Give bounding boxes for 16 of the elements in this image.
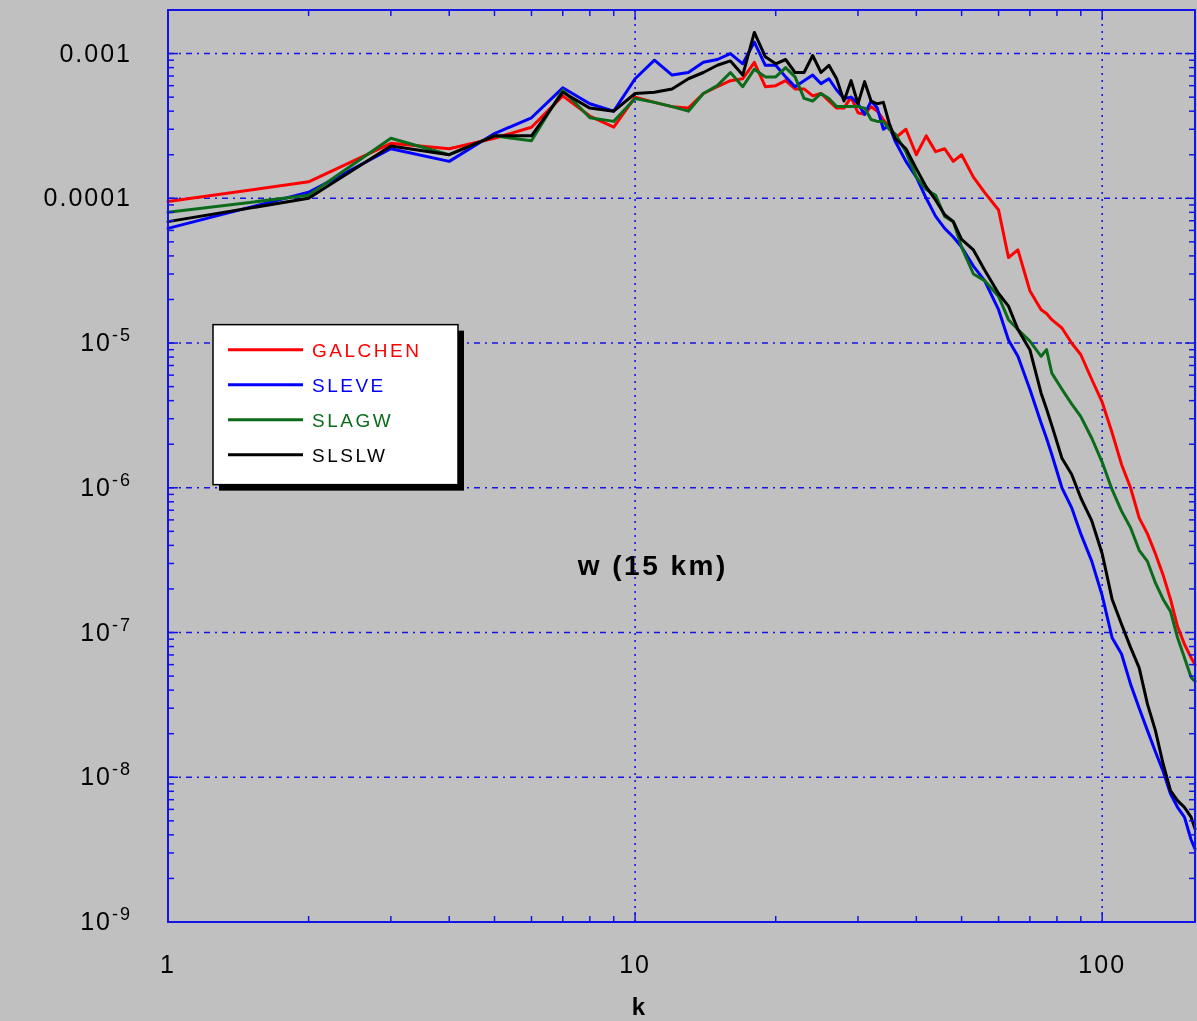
legend-label: GALCHEN bbox=[312, 339, 422, 361]
legend-label: SLAGW bbox=[312, 409, 394, 431]
y-tick-label: 10$^{-9}$ bbox=[80, 904, 132, 935]
y-tick-label: 0.001 bbox=[59, 38, 132, 67]
x-tick-label: 10 bbox=[619, 950, 652, 978]
y-tick-label: 10$^{-7}$ bbox=[80, 614, 132, 646]
y-tick-label: 10$^{-5}$ bbox=[80, 325, 132, 357]
x-axis-title: k bbox=[631, 993, 646, 1020]
text: w (15 km) bbox=[576, 550, 728, 582]
legend-label: SLEVE bbox=[312, 374, 386, 396]
x-tick-label: 1 bbox=[160, 950, 176, 978]
y-tick-label: 10$^{-6}$ bbox=[80, 469, 132, 501]
y-tick-label: 0.0001 bbox=[43, 183, 132, 212]
legend-label: SLSLW bbox=[312, 444, 388, 466]
y-tick-label: 10$^{-8}$ bbox=[80, 759, 132, 791]
x-tick-label: 100 bbox=[1078, 950, 1127, 978]
